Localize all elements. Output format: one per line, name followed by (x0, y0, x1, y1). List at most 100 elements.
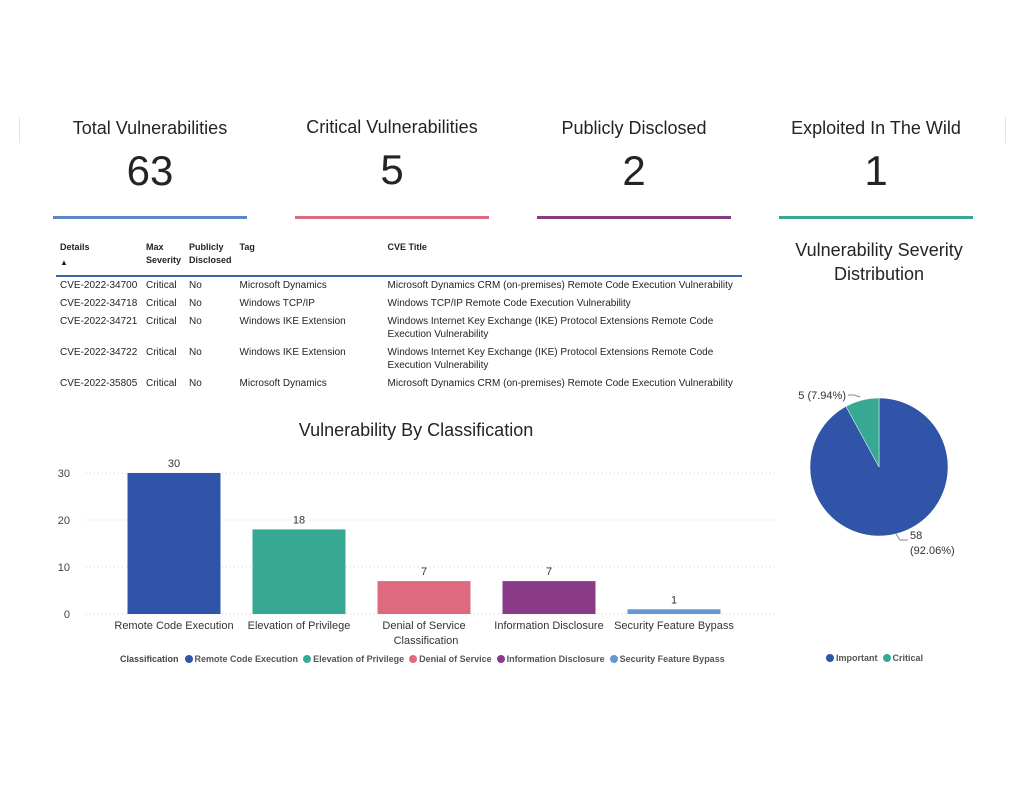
bar[interactable] (252, 529, 346, 614)
column-header-severity[interactable]: Max Severity (142, 238, 186, 277)
column-header-disclosed[interactable]: Publicly Disclosed (185, 238, 236, 277)
cell-title: Microsoft Dynamics CRM (on-premises) Rem… (387, 280, 733, 291)
legend-label: Remote Code Execution (194, 654, 299, 664)
pie-slice[interactable] (845, 397, 880, 468)
kpi-value: 63 (126, 147, 174, 194)
table-row[interactable]: CVE-2022-34700 Critical No Microsoft Dyn… (56, 276, 742, 295)
table-row[interactable]: CVE-2022-34722 Critical No Windows IKE E… (56, 344, 742, 375)
pie-data-label: 58 (910, 530, 922, 542)
bar[interactable] (627, 609, 721, 614)
x-tick-label: Elevation of Privilege (248, 620, 351, 632)
legend-marker (609, 655, 618, 663)
legend-label: Information Disclosure (506, 654, 605, 664)
cell-title: Windows Internet Key Exchange (IKE) Prot… (387, 316, 714, 340)
x-tick-label: Remote Code Execution (114, 620, 233, 632)
kpi-card-exploited: Exploited In The Wild 1 (779, 118, 973, 195)
cell-title: Microsoft Dynamics CRM (on-premises) Rem… (387, 378, 733, 389)
kpi-title: Total Vulnerabilities (72, 118, 228, 138)
sort-ascending-icon[interactable]: ▲ (60, 258, 68, 267)
bar-chart: 0 10 20 30 30 Remote Code Execution 18 Elevatio… (58, 458, 776, 647)
legend-item[interactable]: Critical (882, 653, 924, 663)
legend-title: Classification (120, 654, 179, 664)
kpi-value: 2 (622, 147, 646, 194)
y-tick-label: 30 (58, 468, 70, 480)
kpi-title: Critical Vulnerabilities (306, 117, 478, 137)
cell-disclosed: No (189, 316, 202, 327)
cell-tag: Microsoft Dynamics (239, 378, 327, 389)
leader-line (895, 533, 908, 541)
cve-table: Details ▲ Max Severity Publicly Disclose… (56, 238, 742, 393)
cell-severity: Critical (146, 316, 177, 327)
kpi-card-critical: Critical Vulnerabilities 5 (295, 117, 489, 194)
cell-tag: Windows IKE Extension (239, 347, 346, 358)
bar-value-label: 18 (293, 514, 305, 526)
legend-label: Security Feature Bypass (619, 654, 725, 664)
cell-severity: Critical (146, 347, 177, 358)
kpi-value: 5 (380, 146, 404, 193)
legend-label: Elevation of Privilege (313, 654, 405, 664)
legend-marker (184, 655, 193, 663)
kpi-underline (295, 216, 489, 219)
cell-tag: Windows IKE Extension (239, 316, 346, 327)
bar-chart-legend: Classification Remote Code Execution Elev… (120, 654, 730, 664)
legend-marker (826, 654, 834, 662)
legend-marker (882, 654, 891, 662)
x-tick-label: Information Disclosure (494, 620, 603, 632)
cell-title: Windows TCP/IP Remote Code Execution Vul… (387, 298, 631, 309)
legend-item[interactable]: Denial of Service (409, 654, 492, 664)
pie-data-label: (92.06%) (910, 545, 955, 557)
bar-value-label: 1 (671, 594, 677, 606)
cell-details: CVE-2022-34722 (60, 347, 138, 358)
bar-value-label: 7 (546, 566, 552, 578)
cell-details: CVE-2022-35805 (60, 378, 138, 389)
bar[interactable] (502, 581, 596, 614)
legend-marker (303, 655, 312, 663)
cell-severity: Critical (146, 378, 177, 389)
table-row[interactable]: CVE-2022-35805 Critical No Microsoft Dyn… (56, 375, 742, 393)
column-header-label: Details (60, 242, 90, 252)
bar[interactable] (127, 473, 221, 614)
cell-details: CVE-2022-34721 (60, 316, 138, 327)
table-header-row: Details ▲ Max Severity Publicly Disclose… (56, 238, 742, 277)
table-row[interactable]: CVE-2022-34718 Critical No Windows TCP/I… (56, 295, 742, 313)
bar-value-label: 7 (421, 566, 427, 578)
table-row[interactable]: CVE-2022-34721 Critical No Windows IKE E… (56, 313, 742, 344)
cell-title: Windows Internet Key Exchange (IKE) Prot… (387, 347, 714, 371)
legend-item[interactable]: Remote Code Execution (184, 654, 299, 664)
cell-disclosed: No (189, 280, 202, 291)
bar-chart-title: Vulnerability By Classification (298, 420, 534, 440)
legend-marker (409, 655, 418, 663)
cell-disclosed: No (189, 298, 202, 309)
x-tick-label: Denial of Service (382, 620, 465, 632)
legend-item[interactable]: Security Feature Bypass (609, 654, 725, 664)
leader-line (848, 394, 861, 398)
kpi-value: 1 (864, 147, 888, 194)
panel-divider (1005, 117, 1006, 143)
cell-details: CVE-2022-34700 (60, 280, 138, 291)
x-axis-title: Classification (394, 635, 459, 647)
cell-tag: Windows TCP/IP (239, 298, 315, 309)
column-header-details[interactable]: Details ▲ (56, 238, 142, 277)
y-tick-label: 20 (58, 515, 70, 527)
legend-marker (496, 655, 505, 663)
legend-label: Denial of Service (419, 654, 492, 664)
column-header-tag[interactable]: Tag (235, 238, 384, 277)
kpi-title: Exploited In The Wild (791, 118, 961, 138)
bar-value-label: 30 (168, 458, 180, 470)
x-tick-label: Security Feature Bypass (614, 620, 734, 632)
legend-item[interactable]: Information Disclosure (496, 654, 605, 664)
bar[interactable] (377, 581, 471, 614)
kpi-underline (53, 216, 247, 219)
kpi-card-disclosed: Publicly Disclosed 2 (537, 118, 731, 195)
legend-label: Critical (892, 653, 924, 663)
kpi-card-total: Total Vulnerabilities 63 (53, 118, 247, 195)
cell-severity: Critical (146, 298, 177, 309)
legend-item[interactable]: Elevation of Privilege (303, 654, 404, 664)
kpi-underline (537, 216, 731, 219)
kpi-underline (779, 216, 973, 219)
cell-tag: Microsoft Dynamics (239, 280, 327, 291)
legend-item[interactable]: Important (826, 653, 878, 663)
pie-chart: 58 (92.06%) 5 (7.94%) (798, 390, 955, 557)
column-header-title[interactable]: CVE Title (383, 238, 742, 277)
pie-data-label: 5 (7.94%) (798, 390, 846, 402)
